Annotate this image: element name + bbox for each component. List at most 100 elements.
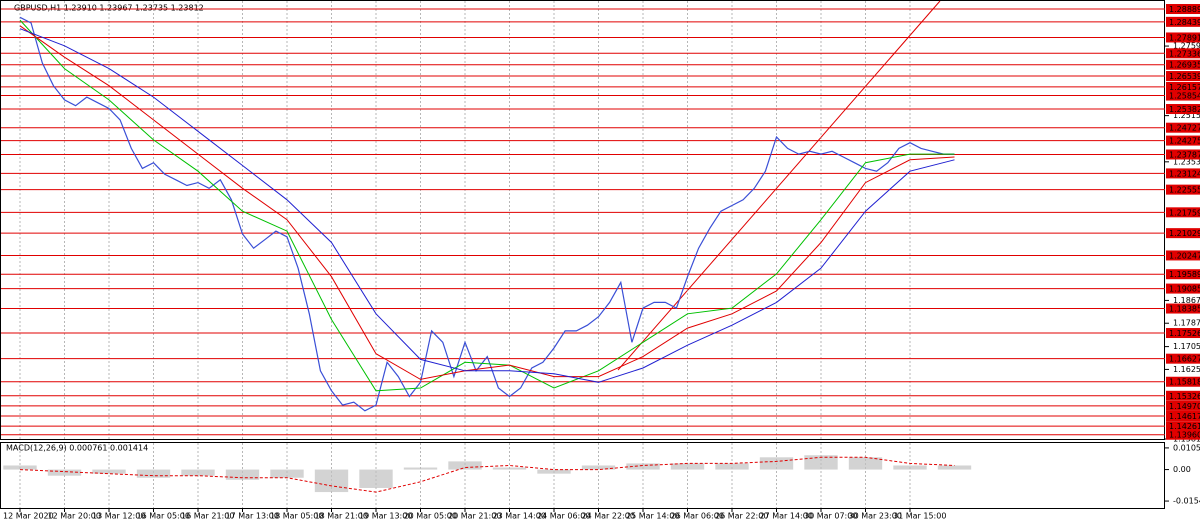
level-label: 1.15326 bbox=[1169, 392, 1200, 401]
y-tick-label: 1.23530 bbox=[1173, 157, 1200, 166]
moving-average bbox=[19, 19, 955, 392]
level-label: 1.19085 bbox=[1169, 285, 1200, 294]
y-tick-label: -0.015404 bbox=[1173, 497, 1200, 506]
y-tick-label: 0.010596 bbox=[1173, 443, 1200, 452]
level-label: 1.26157 bbox=[1169, 83, 1200, 92]
level-label: 1.23124 bbox=[1169, 169, 1200, 178]
level-label: 1.26935 bbox=[1169, 61, 1200, 70]
macd-bar bbox=[670, 463, 705, 470]
x-tick-label: 24 Mar 22:00 bbox=[582, 512, 635, 521]
level-label: 1.20247 bbox=[1169, 251, 1200, 260]
macd-bar bbox=[181, 469, 215, 476]
price-line bbox=[19, 16, 955, 412]
macd-title: MACD(12,26,9) 0.000761 0.001414 bbox=[6, 444, 148, 453]
level-tag bbox=[1166, 90, 1200, 101]
level-label: 1.16627 bbox=[1169, 355, 1200, 364]
x-tick-label: 26 Mar 06:00 bbox=[671, 512, 724, 521]
level-tag bbox=[1166, 429, 1200, 440]
macd-bar bbox=[893, 465, 927, 470]
macd-bar bbox=[448, 461, 482, 470]
level-tag bbox=[1166, 328, 1200, 339]
level-tag bbox=[1166, 32, 1200, 43]
level-label: 1.21029 bbox=[1169, 229, 1200, 238]
level-label: 1.17526 bbox=[1169, 329, 1200, 338]
macd-bar bbox=[403, 467, 438, 470]
level-tag bbox=[1166, 283, 1200, 294]
x-tick-label: 13 Mar 12:00 bbox=[92, 512, 145, 521]
macd-bar bbox=[359, 469, 393, 488]
level-tag bbox=[1166, 376, 1200, 387]
y-tick-label: 1.18670 bbox=[1173, 296, 1200, 305]
level-label: 1.23787 bbox=[1169, 150, 1200, 159]
level-label: 1.19589 bbox=[1169, 270, 1200, 279]
level-label: 1.13960 bbox=[1169, 431, 1200, 440]
x-tick-label: 17 Mar 13:00 bbox=[226, 512, 279, 521]
level-label: 1.25382 bbox=[1169, 105, 1200, 114]
y-tick-label: 1.17050 bbox=[1173, 342, 1200, 351]
x-tick-label: 24 Mar 06:00 bbox=[537, 512, 590, 521]
level-tag bbox=[1166, 353, 1200, 364]
macd-bar bbox=[804, 455, 838, 470]
level-tag bbox=[1166, 269, 1200, 280]
level-tag bbox=[1166, 250, 1200, 261]
x-tick-label: 25 Mar 14:00 bbox=[626, 512, 679, 521]
macd-bar bbox=[92, 469, 126, 474]
level-label: 1.14617 bbox=[1169, 412, 1200, 421]
level-tag bbox=[1166, 71, 1200, 82]
level-tag bbox=[1166, 122, 1200, 133]
level-label: 1.25854 bbox=[1169, 92, 1200, 101]
chart-title: GBPUSD,H1 1.23910 1.23967 1.23735 1.2381… bbox=[14, 4, 204, 13]
level-label: 1.27336 bbox=[1169, 49, 1200, 58]
macd-bar bbox=[225, 469, 260, 480]
level-label: 1.28439 bbox=[1169, 18, 1200, 27]
level-tag bbox=[1166, 184, 1200, 195]
macd-bar bbox=[270, 469, 304, 478]
x-tick-label: 20 Mar 05:00 bbox=[404, 512, 457, 521]
macd-bar bbox=[937, 465, 972, 470]
x-tick-label: 27 Mar 14:00 bbox=[760, 512, 813, 521]
macd-bar bbox=[136, 469, 171, 478]
level-label: 1.24275 bbox=[1169, 137, 1200, 146]
level-tag bbox=[1166, 48, 1200, 59]
level-tag bbox=[1166, 390, 1200, 401]
macd-bar bbox=[581, 465, 616, 470]
x-tick-label: 18 Mar 21:00 bbox=[315, 512, 368, 521]
x-tick-label: 16 Mar 05:00 bbox=[137, 512, 190, 521]
level-tag bbox=[1166, 81, 1200, 92]
x-tick-label: 30 Mar 23:00 bbox=[849, 512, 902, 521]
x-tick-label: 12 Mar 2020 bbox=[3, 512, 54, 521]
macd-signal bbox=[19, 456, 955, 493]
level-tag bbox=[1166, 168, 1200, 179]
x-tick-label: 18 Mar 05:00 bbox=[270, 512, 323, 521]
y-tick-label: 0.00 bbox=[1173, 465, 1191, 474]
moving-average bbox=[19, 25, 955, 380]
macd-bar bbox=[715, 463, 749, 470]
y-tick-label: 1.27590 bbox=[1173, 42, 1200, 51]
x-tick-label: 19 Mar 13:00 bbox=[359, 512, 412, 521]
level-label: 1.26539 bbox=[1169, 72, 1200, 81]
level-label: 1.24727 bbox=[1169, 124, 1200, 133]
level-label: 1.27891 bbox=[1169, 33, 1200, 42]
x-tick-label: 23 Mar 14:00 bbox=[493, 512, 546, 521]
macd-bar bbox=[626, 463, 660, 470]
level-tag bbox=[1166, 104, 1200, 115]
macd-bar bbox=[759, 457, 794, 470]
price-panel bbox=[0, 0, 1165, 440]
macd-bar bbox=[537, 469, 571, 474]
macd-bar bbox=[848, 457, 883, 470]
level-tag bbox=[1166, 207, 1200, 218]
moving-average bbox=[19, 28, 955, 383]
level-tag bbox=[1166, 4, 1200, 15]
level-label: 1.21759 bbox=[1169, 208, 1200, 217]
y-tick-label: 1.25150 bbox=[1173, 111, 1200, 120]
level-label: 1.14261 bbox=[1169, 422, 1200, 431]
x-tick-label: 12 Mar 20:00 bbox=[48, 512, 101, 521]
level-label: 1.28889 bbox=[1169, 5, 1200, 14]
level-tag bbox=[1166, 400, 1200, 411]
x-tick-label: 20 Mar 21:00 bbox=[448, 512, 501, 521]
level-tag bbox=[1166, 135, 1200, 146]
level-tag bbox=[1166, 228, 1200, 239]
macd-bar bbox=[492, 467, 527, 470]
